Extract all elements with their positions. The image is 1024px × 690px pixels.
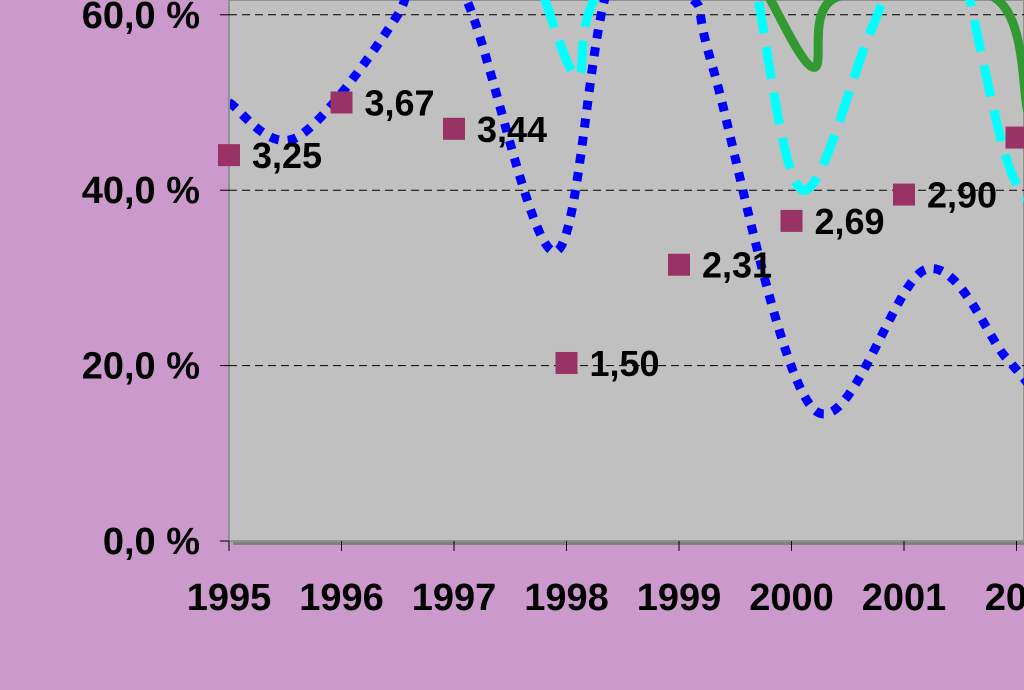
data-label: 2,69 — [815, 201, 885, 242]
series-line-dotted — [230, 0, 1024, 419]
y-tick-label: 40,0 % — [82, 170, 200, 212]
series-lines — [230, 0, 1024, 419]
x-tick-label: 1997 — [412, 577, 497, 619]
data-point-marker — [780, 209, 803, 232]
data-point-marker — [893, 183, 915, 206]
data-point-marker — [1005, 126, 1024, 149]
series-line-dashed — [540, 0, 1024, 202]
x-tick-label: 200 — [985, 577, 1024, 619]
data-label: 3,25 — [252, 135, 322, 176]
plot-area — [228, 0, 1024, 542]
data-label: 3,67 — [365, 83, 435, 124]
axes — [220, 14, 1017, 551]
markers — [218, 91, 1024, 374]
data-point-marker — [668, 253, 690, 276]
x-tick-label: 1996 — [299, 577, 384, 619]
y-tick-label: 20,0 % — [82, 346, 200, 388]
data-label: 1,50 — [590, 343, 660, 384]
data-labels: 3,25 3,67 3,44 1,50 2,31 2,69 2,90 — [252, 83, 997, 384]
data-label: 2,31 — [702, 245, 772, 286]
y-tick-label: 60,0 % — [82, 0, 200, 37]
y-tick-label: 0,0 % — [103, 521, 200, 563]
x-tick-label: 1998 — [524, 577, 609, 619]
x-tick-label: 1999 — [637, 577, 722, 619]
x-axis-tick-labels: 1995 1996 1997 1998 1999 2000 2001 200 — [187, 577, 1024, 619]
series-line-solid — [765, 0, 1024, 113]
data-point-marker — [443, 117, 465, 140]
data-point-marker — [218, 144, 240, 167]
data-point-marker — [330, 91, 353, 114]
x-tick-label: 2001 — [862, 577, 947, 619]
data-point-marker — [555, 351, 578, 374]
gridlines — [229, 14, 1024, 367]
x-tick-label: 1995 — [187, 577, 272, 619]
data-label: 3,44 — [477, 109, 547, 150]
y-axis-tick-labels: 0,0 % 20,0 % 40,0 % 60,0 % — [82, 0, 200, 563]
x-tick-label: 2000 — [749, 577, 834, 619]
data-label: 2,90 — [927, 175, 997, 216]
